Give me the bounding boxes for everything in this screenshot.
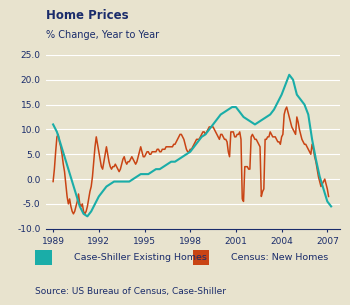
Text: Source: US Bureau of Census, Case-Shiller: Source: US Bureau of Census, Case-Shille…: [35, 287, 226, 296]
Text: Census: New Homes: Census: New Homes: [231, 253, 328, 262]
Text: Case-Shiller Existing Homes: Case-Shiller Existing Homes: [74, 253, 206, 262]
Text: Home Prices: Home Prices: [46, 9, 128, 22]
Text: % Change, Year to Year: % Change, Year to Year: [46, 30, 159, 41]
